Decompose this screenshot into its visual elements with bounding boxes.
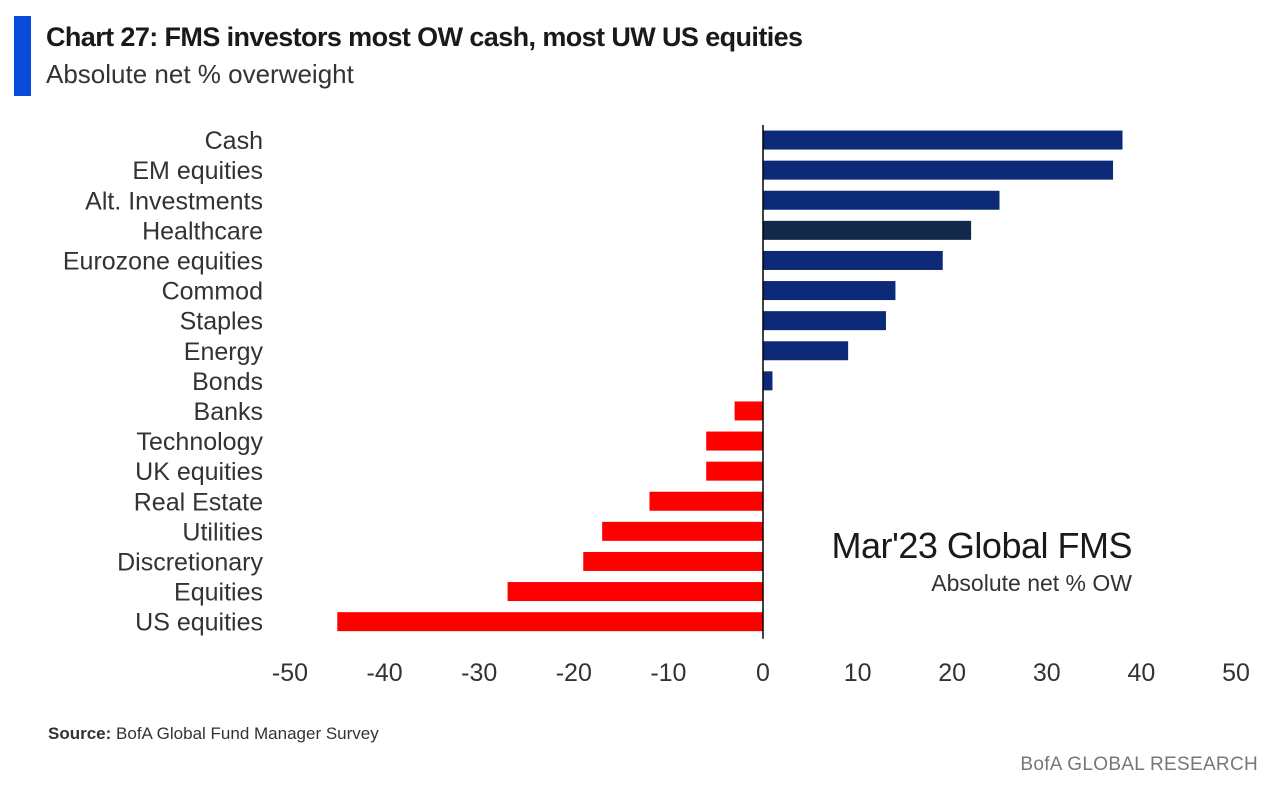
source-text: BofA Global Fund Manager Survey bbox=[116, 724, 379, 743]
brand-footer: BofA GLOBAL RESEARCH bbox=[1020, 754, 1258, 775]
category-label-real-estate: Real Estate bbox=[134, 488, 263, 516]
bar-eurozone-equities bbox=[763, 250, 943, 270]
bar-banks bbox=[734, 401, 763, 421]
source-label: Source: bbox=[48, 724, 112, 743]
category-label-us-equities: US equities bbox=[135, 609, 263, 637]
category-label-technology: Technology bbox=[137, 428, 264, 456]
category-label-commod: Commod bbox=[162, 278, 263, 306]
bar-staples bbox=[763, 311, 886, 331]
category-label-staples: Staples bbox=[180, 308, 263, 336]
category-label-banks: Banks bbox=[194, 398, 263, 426]
bar-cash bbox=[763, 130, 1123, 150]
category-label-uk-equities: UK equities bbox=[135, 458, 263, 486]
bar-energy bbox=[763, 341, 849, 361]
source-note: Source: BofA Global Fund Manager Survey bbox=[48, 724, 379, 744]
x-tick-labels-group: -50 -40 -30 -20 -10 0 10 20 30 40 50 bbox=[272, 659, 1250, 687]
chart-subtitle: Absolute net % overweight bbox=[46, 59, 354, 89]
bar-technology bbox=[706, 431, 763, 451]
bar-us-equities bbox=[337, 612, 763, 632]
x-tick-label: 50 bbox=[1222, 659, 1250, 687]
bar-em-equities bbox=[763, 160, 1114, 180]
survey-annotation: Mar'23 Global FMS bbox=[831, 525, 1133, 566]
x-tick-label: -10 bbox=[650, 659, 686, 687]
category-label-utilities: Utilities bbox=[182, 518, 263, 546]
category-label-bonds: Bonds bbox=[192, 368, 263, 396]
category-label-alt-investments: Alt. Investments bbox=[85, 187, 263, 215]
x-tick-label: -40 bbox=[367, 659, 403, 687]
bar-alt-investments bbox=[763, 190, 1000, 210]
bar-real-estate bbox=[649, 491, 763, 511]
category-label-em-equities: EM equities bbox=[132, 157, 263, 185]
x-tick-label: -20 bbox=[556, 659, 592, 687]
bar-utilities bbox=[602, 521, 763, 541]
x-tick-label: -50 bbox=[272, 659, 308, 687]
bar-equities bbox=[507, 582, 763, 602]
x-tick-label: 40 bbox=[1127, 659, 1155, 687]
category-label-energy: Energy bbox=[184, 338, 264, 366]
bar-uk-equities bbox=[706, 461, 763, 481]
bar-commod bbox=[763, 281, 896, 301]
category-label-equities: Equities bbox=[174, 579, 263, 607]
bar-discretionary bbox=[583, 551, 763, 571]
bar-healthcare bbox=[763, 220, 972, 240]
category-label-cash: Cash bbox=[205, 127, 263, 155]
category-label-healthcare: Healthcare bbox=[142, 217, 263, 245]
x-tick-label: 10 bbox=[844, 659, 872, 687]
survey-annotation-subtitle: Absolute net % OW bbox=[931, 570, 1132, 596]
chart-title: Chart 27: FMS investors most OW cash, mo… bbox=[46, 22, 803, 52]
bars-group bbox=[337, 130, 1123, 632]
category-label-discretionary: Discretionary bbox=[117, 548, 263, 576]
bar-bonds bbox=[763, 371, 773, 391]
x-tick-label: 0 bbox=[756, 659, 770, 687]
x-tick-label: 20 bbox=[938, 659, 966, 687]
x-tick-label: -30 bbox=[461, 659, 497, 687]
x-tick-label: 30 bbox=[1033, 659, 1061, 687]
title-accent-bar bbox=[14, 16, 31, 96]
category-label-eurozone-equities: Eurozone equities bbox=[63, 247, 263, 275]
